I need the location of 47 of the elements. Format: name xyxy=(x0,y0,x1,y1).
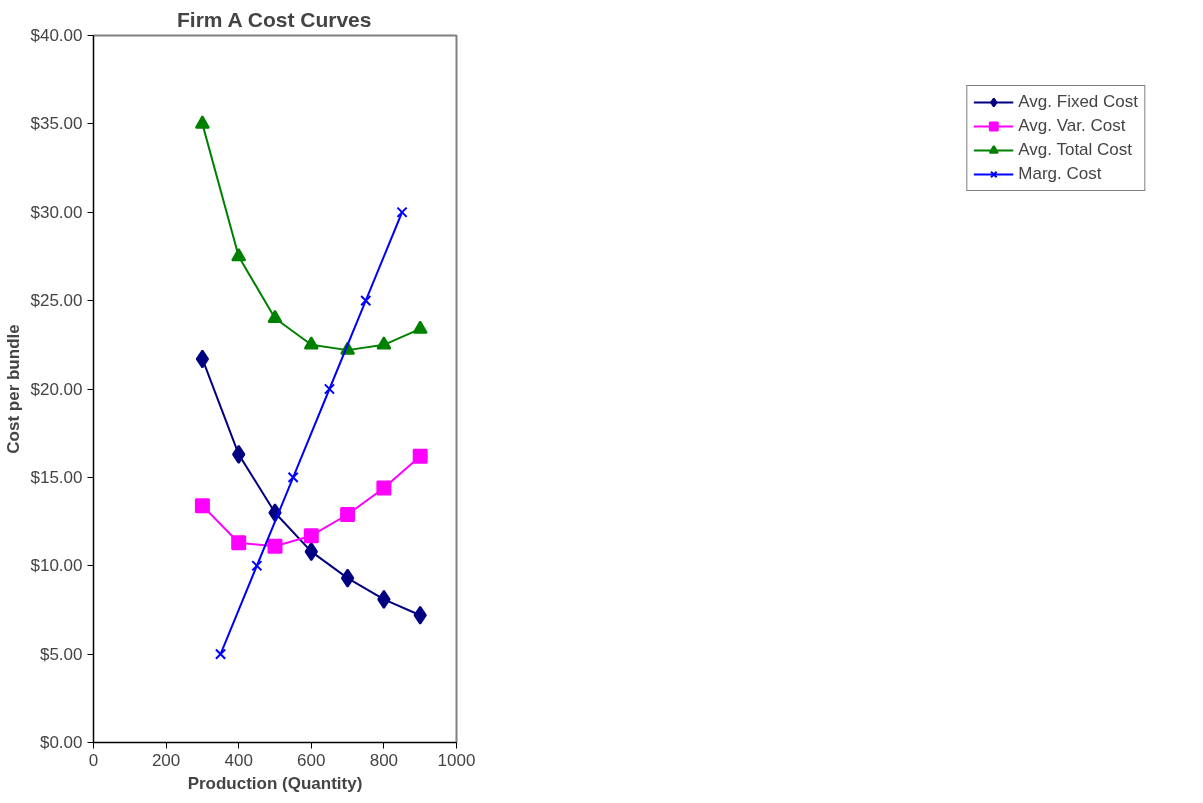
point xyxy=(360,295,372,307)
y-tick-label: $15.00 xyxy=(30,467,83,487)
point xyxy=(287,471,299,483)
y-tick-label: $40.00 xyxy=(30,26,83,45)
point xyxy=(267,309,283,324)
point xyxy=(413,605,427,625)
point xyxy=(396,206,408,218)
x-axis-title: Production (Quantity) xyxy=(187,773,363,793)
y-tick-label: $30.00 xyxy=(30,202,83,222)
point xyxy=(194,115,210,129)
x-tick-label: 200 xyxy=(151,750,181,770)
point xyxy=(303,336,319,350)
point xyxy=(340,506,356,522)
y-tick-label: $10.00 xyxy=(30,556,83,576)
legend-label: Avg. Fixed Cost xyxy=(1018,92,1138,112)
x-tick-label: 400 xyxy=(224,750,253,770)
point xyxy=(195,349,210,369)
legend-label: Avg. Total Cost xyxy=(1018,140,1133,160)
y-tick-label: $35.00 xyxy=(30,114,83,134)
y-tick-label: $20.00 xyxy=(30,379,83,399)
point xyxy=(340,568,355,588)
point xyxy=(303,528,319,544)
point xyxy=(377,589,391,609)
x-tick-label: 1000 xyxy=(437,750,476,770)
x-tick-label: 600 xyxy=(297,750,326,770)
chart-title: Firm A Cost Curves xyxy=(176,7,372,31)
point xyxy=(376,480,392,496)
legend-label: Marg. Cost xyxy=(1018,164,1102,184)
y-tick-label: $0.00 xyxy=(39,733,83,752)
point xyxy=(194,498,210,514)
point xyxy=(251,560,263,572)
y-tick-label: $25.00 xyxy=(30,291,83,311)
point xyxy=(376,336,392,350)
x-tick-label: 0 xyxy=(88,750,99,770)
point xyxy=(267,538,283,554)
x-tick-label: 800 xyxy=(369,750,399,770)
point xyxy=(412,320,428,334)
point xyxy=(232,444,246,464)
point xyxy=(304,542,318,562)
y-tick-label: $5.00 xyxy=(39,644,83,664)
point xyxy=(231,247,247,262)
point xyxy=(214,648,227,660)
point xyxy=(323,383,336,395)
y-axis-title: Cost per bundle xyxy=(3,324,23,454)
point xyxy=(231,535,247,551)
point xyxy=(412,448,428,464)
legend-label: Avg. Var. Cost xyxy=(1018,116,1126,136)
